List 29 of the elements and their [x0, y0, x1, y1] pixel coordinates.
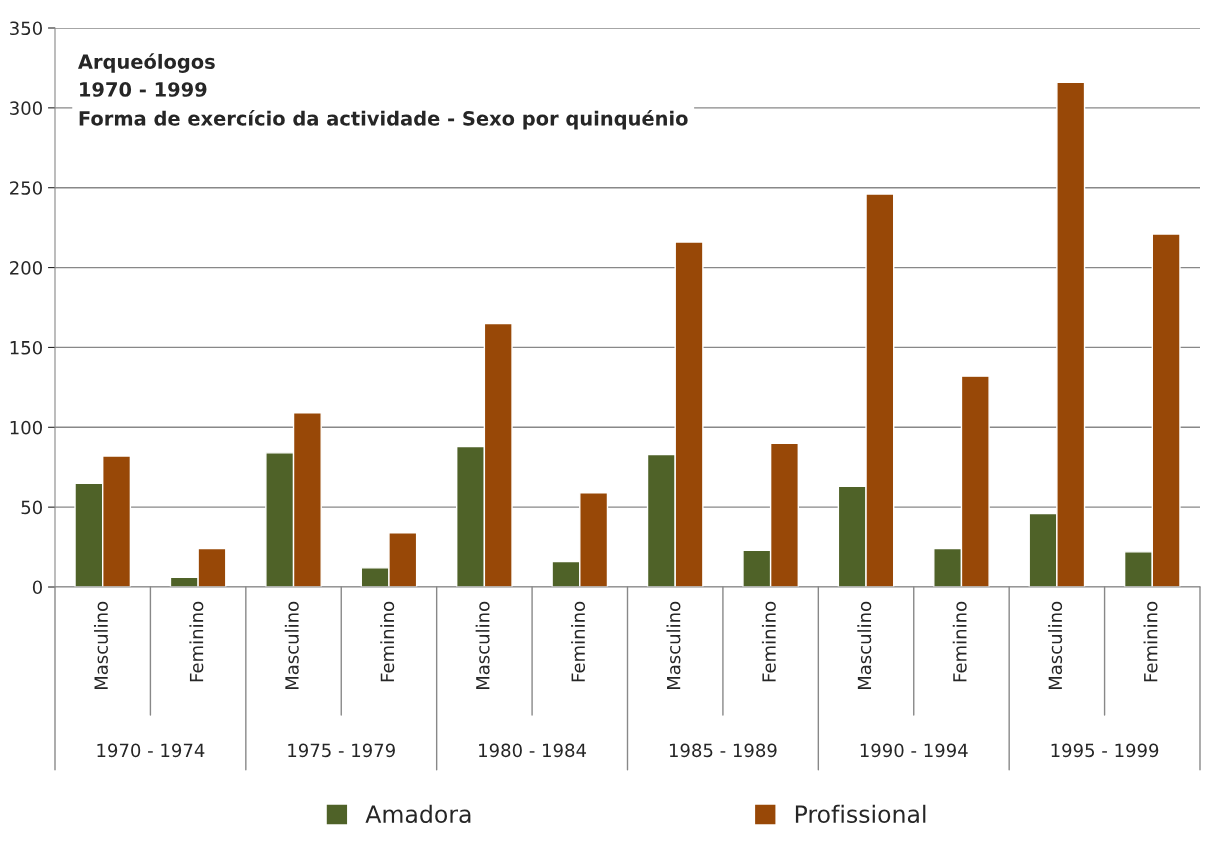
x-tick-label: Masculino: [284, 601, 299, 690]
x-tick-label: Feminino: [1143, 601, 1158, 682]
text: 1975 - 1979: [288, 743, 395, 758]
y-tick-label: 50: [21, 500, 42, 515]
x-tick-label: Masculino: [1048, 601, 1063, 690]
x-tick-label: Masculino: [475, 601, 490, 690]
x-tick-label: Feminino: [761, 601, 776, 682]
y-tick-label: 300: [10, 101, 42, 115]
text: Arqueólogos 1970 - 1999 Forma de exercício da actividade - Sexo por quinquénio: [77, 53, 688, 130]
x-tick-label: Masculino: [857, 601, 872, 690]
y-tick-label: 100: [10, 420, 42, 435]
x-tick-label: Feminino: [571, 601, 586, 682]
y-tick-label: 250: [10, 181, 42, 195]
legend-label: Profissional: [795, 804, 926, 824]
text: 1970 - 1974: [97, 743, 205, 758]
y-tick-label: 0: [32, 580, 42, 595]
y-tick-label: 350: [10, 21, 42, 36]
legend-label: Amadora: [365, 804, 471, 824]
x-tick-label: Masculino: [93, 601, 108, 690]
x-tick-label: Feminino: [189, 601, 204, 682]
y-tick-label: 150: [10, 340, 42, 355]
text: 1995 - 1999: [1051, 743, 1159, 758]
x-tick-label: Feminino: [380, 601, 395, 682]
x-tick-label: Feminino: [952, 601, 967, 682]
text: 1990 - 1994: [860, 743, 968, 758]
text: 1985 - 1989: [669, 743, 777, 758]
x-tick-label: Masculino: [666, 601, 681, 690]
y-tick-label: 200: [10, 261, 42, 275]
text: 1980 - 1984: [479, 743, 587, 758]
